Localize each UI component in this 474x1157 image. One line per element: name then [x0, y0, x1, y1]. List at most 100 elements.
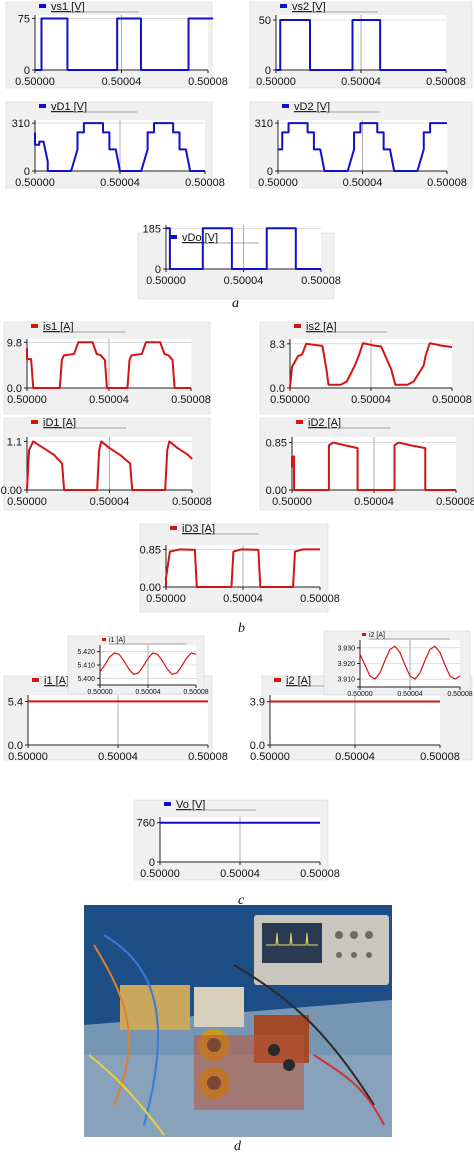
y-tick-label: 310 [255, 118, 273, 130]
x-tick-label: 0.50004 [102, 76, 142, 88]
series-line-i1_inset [99, 652, 197, 675]
series-line-vD2 [278, 122, 447, 172]
y-tick-label: 3.910 [337, 677, 355, 684]
y-tick-label: 0.00 [1, 485, 22, 497]
legend-swatch [170, 235, 177, 239]
legend-label: iD1 [A] [43, 417, 76, 429]
legend-label: i1 [A] [44, 675, 69, 687]
chart-Vo: 760 00.50000 0.50004 0.50008 Vo [V] [133, 799, 340, 881]
caption-b: b [238, 621, 245, 636]
y-tick-label: 310 [12, 118, 30, 130]
y-tick-label: 5.400 [77, 676, 95, 683]
y-tick-label: 0.85 [140, 544, 161, 556]
legend-swatch [39, 4, 46, 8]
legend-swatch [170, 526, 177, 530]
series-line-iD3 [165, 548, 320, 588]
chart-vD1: 310 00.50000 0.50004 0.50008 vD1 [V] [5, 101, 225, 189]
chart-iD1: 1.1 0.000.50000 0.50004 0.50008 iD1 [A] [1, 417, 212, 511]
chart-i1_inset: 5.420 5.410 5.400 0.50000 0.50004 0.50008 i1 [… [67, 635, 209, 696]
legend-swatch [274, 678, 281, 682]
legend-swatch [102, 638, 106, 641]
legend-label: vD2 [V] [294, 101, 330, 113]
x-tick-label: 0.50008 [300, 593, 340, 605]
x-tick-label: 0.50004 [223, 593, 263, 605]
x-tick-label: 0.50008 [188, 76, 228, 88]
x-tick-label: 0.50004 [135, 689, 160, 696]
driver-board [194, 987, 244, 1027]
x-tick-label: 0.50008 [172, 496, 212, 508]
y-tick-label: 3.930 [337, 645, 355, 652]
y-tick-label: 0.0 [7, 383, 22, 395]
x-tick-label: 0.50008 [447, 691, 472, 698]
legend-swatch [31, 324, 38, 328]
x-tick-label: 0.50000 [15, 76, 55, 88]
y-tick-label: 50 [259, 15, 271, 27]
x-tick-label: 0.50000 [146, 275, 186, 287]
chart-vs1: 75 00.50000 0.50004 0.50008 vs1 [V] [5, 1, 228, 89]
y-tick-label: 8.3 [270, 339, 285, 351]
caption-d: d [234, 1139, 241, 1154]
legend-swatch [294, 324, 301, 328]
x-tick-label: 0.50008 [171, 394, 211, 406]
caption-a: a [232, 296, 239, 311]
legend-label: is2 [A] [306, 321, 337, 333]
x-tick-label: 0.50008 [427, 177, 467, 189]
x-tick-label: 0.50008 [300, 868, 340, 880]
x-tick-label: 0.50008 [432, 394, 472, 406]
legend-swatch [280, 4, 287, 8]
y-tick-label: 0.00 [266, 485, 287, 497]
legend-label: i2 [A] [369, 632, 385, 639]
x-tick-label: 0.50000 [7, 394, 47, 406]
x-tick-label: 0.50008 [185, 177, 225, 189]
chart-vs2: 50 00.50000 0.50004 0.50008 vs2 [V] [249, 1, 473, 89]
series-line-is1 [26, 341, 191, 389]
legend-swatch [31, 420, 38, 424]
series-line-iD1 [26, 440, 193, 491]
x-tick-label: 0.50000 [256, 76, 296, 88]
x-tick-label: 0.50004 [335, 751, 375, 763]
x-tick-label: 0.50000 [15, 177, 55, 189]
y-tick-label: 0.85 [266, 438, 287, 450]
y-tick-label: 0.0 [8, 740, 23, 752]
x-tick-label: 0.50004 [90, 496, 130, 508]
x-tick-label: 0.50000 [140, 868, 180, 880]
x-tick-label: 0.50004 [354, 496, 394, 508]
x-tick-label: 0.50008 [301, 275, 341, 287]
chart-iD3: 0.85 0.000.50000 0.50004 0.50008 iD3 [A] [140, 523, 340, 613]
legend-label: i2 [A] [286, 675, 311, 687]
legend-swatch [32, 678, 39, 682]
caption-c: c [238, 893, 245, 908]
chart-vDo: 185 00.50000 0.50004 0.50008 vDo [V] [137, 223, 341, 300]
y-tick-label: 0.0 [250, 740, 265, 752]
y-tick-label: 0 [24, 65, 30, 77]
x-tick-label: 0.50004 [351, 394, 391, 406]
x-tick-label: 0.50000 [7, 496, 47, 508]
y-tick-label: 9.8 [7, 337, 22, 349]
x-tick-label: 0.50000 [250, 751, 290, 763]
chart-vD2: 310 00.50000 0.50004 0.50008 vD2 [V] [249, 101, 473, 189]
y-tick-label: 75 [18, 13, 30, 25]
y-tick-label: 5.420 [77, 649, 95, 656]
legend-label: is1 [A] [43, 321, 74, 333]
legend-label: vs2 [V] [292, 1, 326, 13]
legend-label: vs1 [V] [51, 1, 85, 13]
series-line-i2_inset [359, 645, 461, 680]
hardware-prototype-photo [84, 905, 392, 1137]
x-tick-label: 0.50004 [89, 394, 129, 406]
legend-label: iD3 [A] [182, 523, 215, 535]
y-tick-label: 5.410 [77, 663, 95, 670]
y-tick-label: 0 [24, 166, 30, 178]
x-tick-label: 0.50008 [426, 76, 466, 88]
legend-swatch [39, 104, 46, 108]
legend-label: i1 [A] [109, 637, 125, 644]
x-tick-label: 0.50004 [220, 868, 260, 880]
x-tick-label: 0.50000 [347, 691, 372, 698]
legend-label: vDo [V] [182, 232, 218, 244]
y-tick-label: 0 [265, 65, 271, 77]
series-line-vs1 [35, 17, 214, 71]
x-tick-label: 0.50000 [87, 689, 112, 696]
x-tick-label: 0.50004 [100, 177, 140, 189]
series-line-is2 [289, 342, 453, 389]
y-tick-label: 0.0 [270, 383, 285, 395]
chart-is1: 9.8 0.00.50000 0.50004 0.50008 is1 [A] [3, 321, 211, 415]
